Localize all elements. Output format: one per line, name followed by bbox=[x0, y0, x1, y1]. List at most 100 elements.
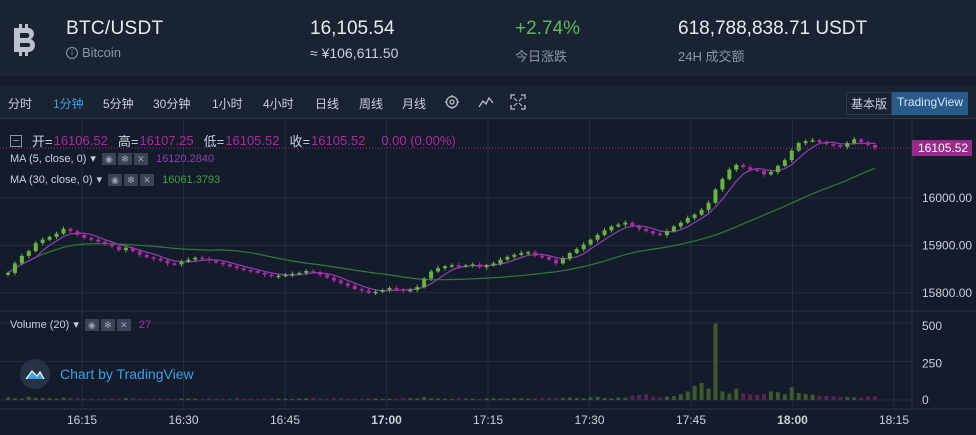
candle-body bbox=[664, 231, 669, 235]
timeframe-5m[interactable]: 5分钟 bbox=[103, 97, 134, 111]
candle-body bbox=[262, 272, 267, 275]
candle-body bbox=[678, 222, 683, 227]
low-label: 低= bbox=[203, 134, 225, 149]
timeframe-1w[interactable]: 周线 bbox=[359, 97, 384, 111]
y-tick-label: 16000.00 bbox=[922, 191, 972, 205]
ma30-legend[interactable]: MA (30, close, 0) ▾ ◉ ✻ ✕ 16061.3793 bbox=[10, 173, 220, 186]
fullscreen-icon[interactable] bbox=[510, 94, 526, 110]
volume-bar bbox=[727, 393, 732, 400]
view-toggle: 基本版 TradingView bbox=[845, 92, 968, 115]
candle-body bbox=[463, 265, 468, 267]
volume-bar bbox=[442, 398, 447, 400]
candle-body bbox=[442, 266, 447, 269]
daily-change-label: 今日涨跌 bbox=[515, 49, 568, 64]
candle-body bbox=[359, 289, 364, 291]
candle-body bbox=[311, 271, 316, 273]
close-icon[interactable]: ✕ bbox=[140, 173, 155, 186]
gear-icon[interactable]: ✻ bbox=[100, 318, 115, 331]
volume-bar bbox=[116, 398, 121, 400]
timeframe-tick[interactable]: 分时 bbox=[8, 97, 33, 111]
candle-body bbox=[484, 265, 489, 268]
eye-icon[interactable]: ◉ bbox=[101, 152, 116, 165]
volume-bar bbox=[768, 391, 773, 400]
candle-body bbox=[685, 217, 690, 223]
settings-icon[interactable] bbox=[444, 94, 460, 110]
candle-body bbox=[130, 247, 135, 252]
candle-body bbox=[713, 189, 718, 203]
candle-body bbox=[193, 257, 198, 260]
candle-body bbox=[748, 167, 753, 170]
volume-bar bbox=[75, 398, 80, 400]
timeframe-1d[interactable]: 日线 bbox=[315, 97, 340, 111]
candle-body bbox=[873, 145, 877, 148]
dropdown-icon[interactable]: ▾ bbox=[96, 174, 103, 186]
dropdown-icon[interactable]: ▾ bbox=[73, 319, 79, 331]
candle-body bbox=[775, 165, 780, 172]
candle-body bbox=[255, 271, 260, 273]
dropdown-icon[interactable]: ▾ bbox=[90, 153, 96, 165]
high-label: 高= bbox=[117, 134, 139, 149]
candle-body bbox=[567, 253, 572, 259]
candle-body bbox=[616, 224, 621, 227]
volume-bar bbox=[144, 398, 149, 400]
close-icon[interactable]: ✕ bbox=[133, 152, 148, 165]
candle-body bbox=[241, 268, 246, 271]
volume-bar bbox=[859, 397, 864, 400]
gear-icon[interactable]: ✻ bbox=[124, 173, 139, 186]
x-tick-label: 16:15 bbox=[67, 413, 97, 427]
eye-icon[interactable]: ◉ bbox=[84, 318, 99, 331]
timeframe-1m[interactable]: 1分钟 bbox=[53, 97, 84, 111]
candle-body bbox=[644, 228, 649, 232]
indicators-icon[interactable] bbox=[478, 94, 494, 110]
info-icon[interactable]: i bbox=[66, 46, 78, 59]
timeframe-4h[interactable]: 4小时 bbox=[263, 97, 294, 111]
candle-body bbox=[366, 290, 371, 293]
volume-bar bbox=[685, 391, 690, 400]
volume-bar bbox=[331, 398, 336, 400]
candle-body bbox=[831, 144, 836, 146]
volume-bar bbox=[359, 398, 364, 400]
chart-area[interactable]: 16105.52 16000.00 15900.00 15800.00 500 250 0 1… bbox=[0, 119, 976, 430]
volume-legend[interactable]: Volume (20) ▾ ◉ ✻ ✕ 27 bbox=[10, 318, 151, 331]
volume-bar bbox=[54, 398, 59, 400]
volume-bar bbox=[415, 398, 420, 400]
gear-icon[interactable]: ✻ bbox=[117, 152, 132, 165]
close-icon[interactable]: ✕ bbox=[116, 318, 131, 331]
candle-body bbox=[103, 241, 108, 245]
timeframe-1h[interactable]: 1小时 bbox=[212, 97, 243, 111]
volume-bar bbox=[33, 397, 38, 400]
candlestick-chart[interactable]: 16105.5216000.0015900.0015800.0050025001… bbox=[0, 119, 976, 430]
volume-bar bbox=[248, 398, 253, 400]
candle-body bbox=[560, 258, 565, 264]
volume-bar bbox=[151, 398, 156, 400]
candle-body bbox=[852, 139, 857, 144]
volume-bar bbox=[345, 398, 350, 400]
candle-body bbox=[588, 239, 593, 245]
change-value: 0.00 (0.00%) bbox=[381, 133, 456, 148]
candle-body bbox=[741, 164, 746, 168]
volume-bar bbox=[221, 398, 226, 400]
tradingview-button[interactable]: TradingView bbox=[891, 92, 968, 115]
timeframe-1mo[interactable]: 月线 bbox=[402, 97, 427, 111]
eye-icon[interactable]: ◉ bbox=[108, 173, 123, 186]
volume-value: 27 bbox=[138, 318, 152, 331]
tradingview-text[interactable]: Chart by TradingView bbox=[60, 366, 194, 382]
volume-bar bbox=[373, 398, 378, 400]
volume-bar bbox=[644, 394, 649, 400]
volume-bar bbox=[6, 397, 10, 400]
volume-bar bbox=[540, 398, 545, 400]
volume-bar bbox=[748, 394, 753, 400]
tradingview-branding[interactable]: Chart by TradingView bbox=[20, 359, 194, 389]
candle-body bbox=[803, 141, 808, 144]
volume-bar bbox=[567, 397, 572, 400]
candle-body bbox=[553, 259, 558, 264]
volume-bar bbox=[40, 398, 45, 400]
volume-bar bbox=[526, 398, 531, 400]
timeframe-30m[interactable]: 30分钟 bbox=[153, 97, 191, 111]
x-tick-label: 17:45 bbox=[676, 413, 706, 427]
basic-view-button[interactable]: 基本版 bbox=[845, 92, 892, 115]
ma5-legend[interactable]: MA (5, close, 0) ▾ ◉ ✻ ✕ 16120.2840 bbox=[10, 152, 214, 165]
collapse-legend-icon[interactable] bbox=[10, 134, 22, 147]
volume-bar bbox=[297, 398, 302, 400]
volume-bar bbox=[664, 396, 669, 400]
